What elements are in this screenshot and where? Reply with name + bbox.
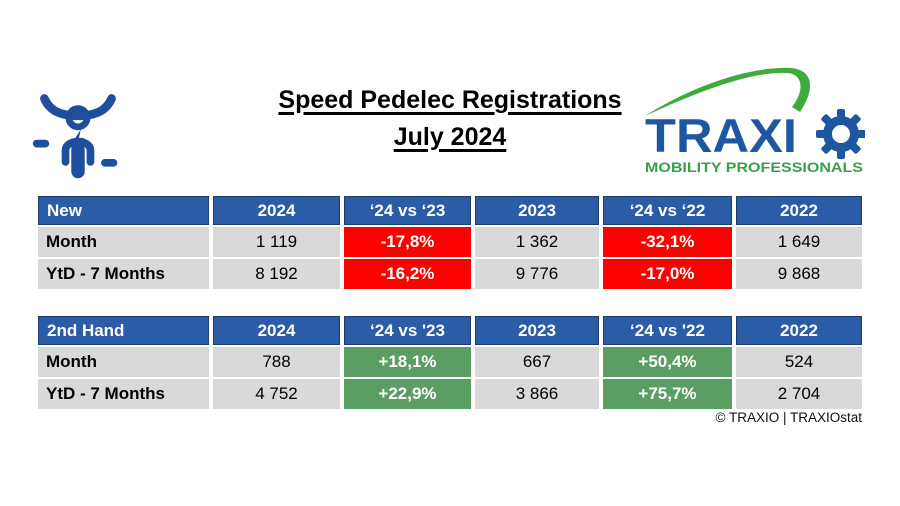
col-header-2022: 2022 (736, 316, 862, 345)
delta-cell: -17,8% (344, 227, 471, 257)
logo-swoosh (645, 67, 811, 116)
page-title: Speed Pedelec Registrations July 2024 (150, 82, 750, 156)
copyright-note: © TRAXIO | TRAXIOstat (715, 410, 863, 425)
value-cell: 524 (736, 347, 862, 377)
col-header-2023: 2023 (475, 196, 599, 225)
gear-icon (816, 109, 865, 159)
row-label-ytd: YtD - 7 Months (38, 379, 209, 409)
delta-cell: +75,7% (603, 379, 732, 409)
delta-cell: -16,2% (344, 259, 471, 289)
delta-cell: +22,9% (344, 379, 471, 409)
value-cell: 9 868 (736, 259, 862, 289)
speed-pedelec-front-icon (32, 94, 118, 179)
col-header-2022: 2022 (736, 196, 862, 225)
value-cell: 1 649 (736, 227, 862, 257)
value-cell: 667 (475, 347, 599, 377)
value-cell: 8 192 (213, 259, 340, 289)
logo-brand-text: TRAXI (645, 109, 797, 162)
row-label-month: Month (38, 347, 209, 377)
value-cell: 1 362 (475, 227, 599, 257)
logo-tagline: MOBILITY PROFESSIONALS (645, 159, 863, 175)
value-cell: 2 704 (736, 379, 862, 409)
delta-cell: +18,1% (344, 347, 471, 377)
col-header-24v22: ‘24 vs ‘22 (603, 196, 732, 225)
table-new-title: New (38, 196, 209, 225)
value-cell: 4 752 (213, 379, 340, 409)
title-line-2: July 2024 (393, 123, 507, 151)
value-cell: 1 119 (213, 227, 340, 257)
col-header-2023: 2023 (475, 316, 599, 345)
traxio-logo: TRAXI MOBILITY PROFESSIONALS (645, 67, 865, 175)
delta-cell: -17,0% (603, 259, 732, 289)
value-cell: 9 776 (475, 259, 599, 289)
value-cell: 3 866 (475, 379, 599, 409)
col-header-24v23: ‘24 vs '23 (344, 316, 471, 345)
table-secondhand-title: 2nd Hand (38, 316, 209, 345)
col-header-24v22: ‘24 vs '22 (603, 316, 732, 345)
row-label-ytd: YtD - 7 Months (38, 259, 209, 289)
value-cell: 788 (213, 347, 340, 377)
table-new-registrations: New 2024 ‘24 vs ‘23 2023 ‘24 vs ‘22 2022… (38, 196, 862, 289)
col-header-24v23: ‘24 vs ‘23 (344, 196, 471, 225)
delta-cell: +50,4% (603, 347, 732, 377)
table-secondhand-registrations: 2nd Hand 2024 ‘24 vs '23 2023 ‘24 vs '22… (38, 316, 862, 409)
row-label-month: Month (38, 227, 209, 257)
col-header-2024: 2024 (213, 196, 340, 225)
delta-cell: -32,1% (603, 227, 732, 257)
col-header-2024: 2024 (213, 316, 340, 345)
title-line-1: Speed Pedelec Registrations (278, 86, 622, 114)
